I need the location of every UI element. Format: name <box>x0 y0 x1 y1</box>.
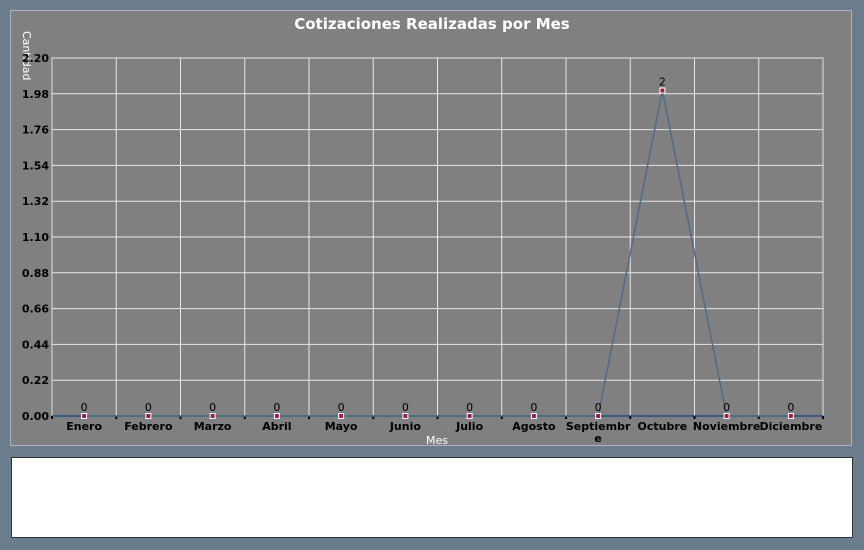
data-label: 0 <box>466 401 473 414</box>
data-markers <box>81 87 794 419</box>
x-tick-label: Julio <box>455 420 483 433</box>
data-point <box>595 413 602 419</box>
data-label: 0 <box>273 401 280 414</box>
y-tick-label: 1.10 <box>22 231 49 244</box>
data-label: 0 <box>787 401 794 414</box>
data-point <box>530 413 537 419</box>
data-point <box>273 413 280 419</box>
y-tick-label: 0.88 <box>22 267 49 280</box>
y-tick-label: 1.54 <box>22 159 49 172</box>
y-tick-labels: 0.00 0.22 0.44 0.66 0.88 1.10 1.32 1.54 1.76 1.98… <box>22 52 49 423</box>
data-labels: 0 0 0 0 0 0 0 0 0 2 0 0 <box>81 76 795 414</box>
x-tick-label: Enero <box>66 420 102 433</box>
x-axis-label: Mes <box>426 434 448 447</box>
x-tick-labels: Enero Febrero Marzo Abril Mayo Junio Julio Agos… <box>66 420 822 445</box>
y-tick-label: 1.32 <box>22 195 49 208</box>
grid <box>51 57 824 419</box>
y-tick-label: 1.98 <box>22 88 49 101</box>
chart-title: Cotizaciones Realizadas por Mes <box>294 15 570 33</box>
y-tick-label: 1.76 <box>22 124 49 137</box>
data-point <box>466 413 473 419</box>
y-axis-label: Cantidad <box>20 31 33 80</box>
x-tick-label: Diciembre <box>759 420 822 433</box>
x-tick-label: Septiembr e <box>566 420 631 445</box>
x-tick-label: Agosto <box>512 420 556 433</box>
y-tick-label: 0.44 <box>22 338 49 351</box>
y-tick-label: 0.00 <box>22 410 49 423</box>
data-label: 0 <box>595 401 602 414</box>
data-point <box>723 413 730 419</box>
data-label: 0 <box>209 401 216 414</box>
line-chart: Cotizaciones Realizadas por Mes Cantidad… <box>20 15 824 447</box>
data-point <box>338 413 345 419</box>
series-line <box>84 90 791 417</box>
data-label: 0 <box>723 401 730 414</box>
x-tick-label: Junio <box>389 420 422 433</box>
data-point <box>402 413 409 419</box>
data-label: 2 <box>659 76 666 89</box>
y-tick-label: 2.20 <box>22 52 49 65</box>
data-point <box>145 413 152 419</box>
data-point <box>659 87 666 94</box>
data-label: 0 <box>145 401 152 414</box>
x-tick-label: Octubre <box>638 420 688 433</box>
y-tick-label: 0.66 <box>22 303 49 316</box>
details-panel <box>11 457 853 538</box>
x-tick-label: Mayo <box>325 420 358 433</box>
chart-panel: Cotizaciones Realizadas por Mes Cantidad… <box>10 10 852 447</box>
y-tick-label: 0.22 <box>22 374 49 387</box>
data-label: 0 <box>81 401 88 414</box>
data-point <box>209 413 216 419</box>
data-label: 0 <box>338 401 345 414</box>
data-point <box>81 413 88 419</box>
x-tick-label: Noviembre <box>693 420 760 433</box>
x-tick-label: Marzo <box>194 420 232 433</box>
x-tick-label: Febrero <box>124 420 173 433</box>
x-tick-label: Abril <box>262 420 291 433</box>
data-point <box>787 413 794 419</box>
data-label: 0 <box>402 401 409 414</box>
data-label: 0 <box>530 401 537 414</box>
